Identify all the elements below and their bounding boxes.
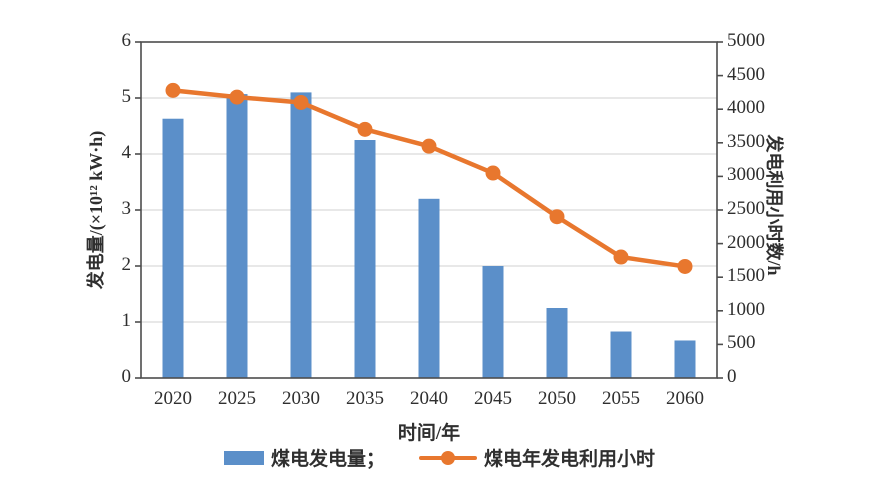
- right-axis-tick-1000: 1000: [727, 298, 765, 320]
- bar-2035: [354, 140, 376, 378]
- bar-2040: [418, 198, 440, 378]
- right-axis-tick-4500: 4500: [727, 63, 765, 85]
- left-axis-tick-0: 0: [121, 366, 132, 387]
- line-marker-2045: [485, 165, 501, 181]
- line-marker-2020: [165, 82, 181, 98]
- x-axis-tick-2020: 2020: [154, 388, 192, 409]
- right-y-axis-title: 发电利用小时数/h: [764, 134, 784, 276]
- bar-2025: [226, 94, 248, 378]
- x-axis-tick-2025: 2025: [218, 388, 256, 409]
- right-axis-tick-500: 500: [727, 332, 756, 354]
- line-marker-2040: [421, 138, 437, 154]
- bar-series-swatch: [223, 450, 264, 465]
- line-swatch-marker: [441, 450, 455, 465]
- line-series-label: 煤电年发电利用小时: [484, 449, 656, 470]
- line-marker-2025: [229, 89, 245, 105]
- x-axis-tick-2050: 2050: [538, 388, 576, 409]
- left-y-axis-title: 发电量/(×10¹² kW·h): [86, 130, 106, 290]
- bar-2030: [290, 92, 312, 379]
- bar-2020: [162, 118, 184, 378]
- line-marker-2050: [549, 209, 565, 225]
- bar-series-label: 煤电发电量；: [270, 449, 385, 470]
- right-axis-tick-2000: 2000: [727, 231, 765, 253]
- right-axis-tick-4000: 4000: [727, 97, 765, 119]
- left-axis-tick-1: 1: [121, 310, 132, 331]
- chart-legend: 煤电发电量； 煤电年发电利用小时: [0, 444, 879, 471]
- x-axis-tick-2045: 2045: [474, 388, 512, 409]
- x-axis-tick-2040: 2040: [410, 388, 448, 409]
- line-marker-2030: [293, 94, 309, 110]
- left-axis-tick-2: 2: [121, 254, 132, 275]
- line-marker-2035: [357, 121, 373, 137]
- x-axis-tick-2030: 2030: [282, 388, 320, 409]
- legend-item-line: 煤电年发电利用小时: [419, 444, 655, 471]
- bar-2060: [674, 340, 696, 378]
- x-axis-tick-2060: 2060: [666, 388, 704, 409]
- right-axis-tick-3000: 3000: [727, 164, 765, 186]
- right-axis-tick-0: 0: [727, 366, 737, 387]
- line-series-swatch: [419, 450, 477, 466]
- legend-item-bar: 煤电发电量；: [223, 444, 385, 471]
- bar-2055: [610, 331, 632, 378]
- bar-2045: [482, 266, 504, 378]
- right-axis-tick-2500: 2500: [727, 198, 765, 219]
- right-axis-tick-3500: 3500: [727, 130, 765, 152]
- right-axis-tick-1500: 1500: [727, 265, 765, 287]
- x-axis-tick-2035: 2035: [346, 388, 384, 409]
- left-axis-tick-3: 3: [121, 198, 132, 219]
- left-axis-tick-5: 5: [121, 86, 132, 107]
- left-axis-tick-6: 6: [121, 30, 132, 51]
- left-axis-tick-4: 4: [121, 142, 132, 163]
- line-marker-2055: [613, 249, 629, 265]
- line-marker-2060: [677, 258, 693, 274]
- x-axis-title: 时间/年: [397, 423, 461, 444]
- x-axis-tick-2055: 2055: [602, 388, 640, 409]
- right-axis-tick-5000: 5000: [727, 30, 765, 51]
- bar-2050: [546, 308, 568, 378]
